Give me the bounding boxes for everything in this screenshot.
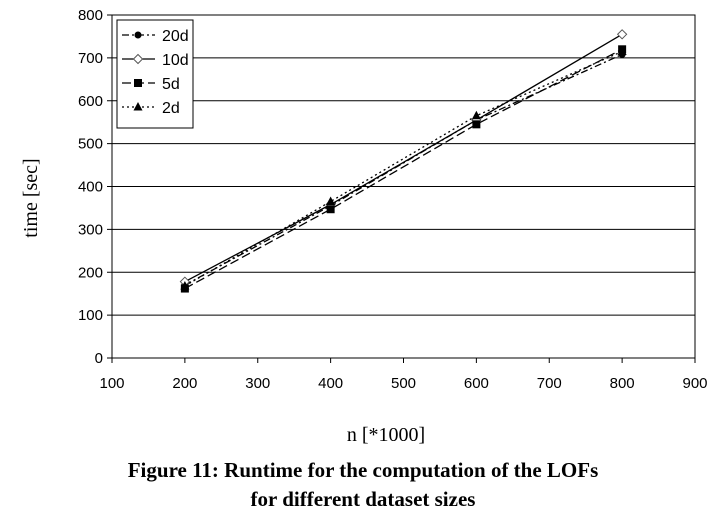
x-axis-title: n [*1000] <box>347 424 425 446</box>
series-line-10d <box>184 33 623 283</box>
y-tick-label: 700 <box>78 50 103 67</box>
x-tick-label: 700 <box>537 375 562 392</box>
legend-marker-5d <box>134 79 142 87</box>
x-tick-label: 400 <box>318 375 343 392</box>
data-point-2d <box>471 110 481 120</box>
data-point-5d <box>326 205 335 214</box>
series-line-5d <box>184 48 623 290</box>
data-series <box>179 29 628 293</box>
figure-caption-line-2: for different dataset sizes <box>250 487 476 511</box>
legend-label-2d: 2d <box>162 100 180 117</box>
series-line-2d <box>184 50 623 287</box>
legend-marker-20d <box>134 31 142 39</box>
figure-caption-line-1: Figure 11: Runtime for the computation o… <box>127 458 599 482</box>
data-point-2d <box>617 46 627 55</box>
legend-marker-2d <box>133 102 143 111</box>
y-tick-label: 200 <box>78 264 103 281</box>
legend-label-5d: 5d <box>162 76 180 93</box>
data-point-2d <box>180 280 190 290</box>
series-20d <box>181 50 626 289</box>
series-line-20d <box>184 53 623 286</box>
y-tick-label: 600 <box>78 93 103 110</box>
x-tick-label: 600 <box>464 375 489 392</box>
legend-label-20d: 20d <box>162 28 189 45</box>
y-tick-label: 300 <box>78 221 103 238</box>
axes: 0 100 200 300 400 500 600 700 800 100 200 300 400 500… <box>78 7 708 392</box>
y-tick-label: 400 <box>78 179 103 196</box>
legend-marker-10d <box>132 53 144 65</box>
y-tick-label: 800 <box>78 7 103 24</box>
grid-lines <box>112 57 695 316</box>
data-point-2d <box>326 196 336 206</box>
x-tick-label: 500 <box>391 375 416 392</box>
x-tick-label: 200 <box>172 375 197 392</box>
series-2d <box>180 46 627 290</box>
x-tick-label: 800 <box>610 375 635 392</box>
legend-label-10d: 10d <box>162 52 189 69</box>
data-point-10d <box>616 29 628 40</box>
legend: 20d 10d 5d 2d <box>116 19 194 129</box>
data-point-5d <box>472 120 481 129</box>
y-tick-label: 0 <box>95 350 103 367</box>
x-tick-label: 300 <box>245 375 270 392</box>
x-tick-label: 900 <box>682 375 707 392</box>
y-tick-label: 500 <box>78 136 103 153</box>
y-axis-title: time [sec] <box>20 158 42 237</box>
series-10d <box>179 29 628 287</box>
legend-box <box>116 19 194 129</box>
y-tick-label: 100 <box>78 307 103 324</box>
x-tick-label: 100 <box>99 375 124 392</box>
